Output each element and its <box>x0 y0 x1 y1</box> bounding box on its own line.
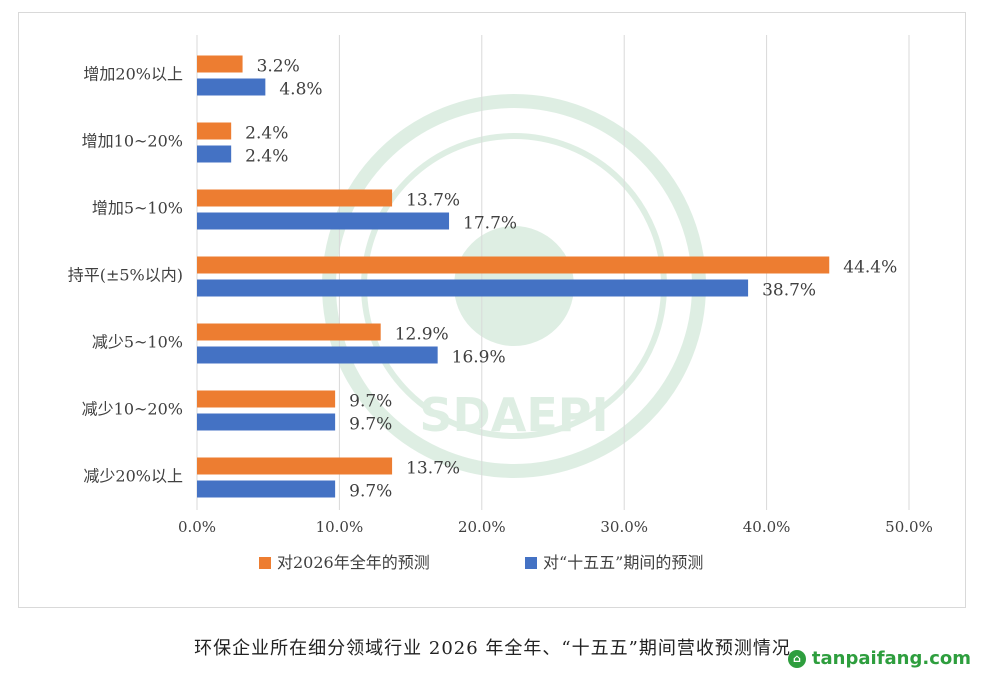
bar <box>197 457 393 475</box>
x-tick-label: 20.0% <box>458 518 506 536</box>
data-label: 13.7% <box>406 191 460 211</box>
bar <box>197 145 232 163</box>
x-tick-label: 0.0% <box>178 518 216 536</box>
x-tick-label: 10.0% <box>316 518 364 536</box>
x-tick-label: 40.0% <box>743 518 791 536</box>
category-label: 减少20%以上 <box>83 467 183 486</box>
bar <box>197 189 393 207</box>
x-tick-label: 50.0% <box>885 518 933 536</box>
data-label: 9.7% <box>349 482 392 502</box>
chart-frame: SDAEPI 0.0% 10.0% 20.0% 30.0% 40.0% 50.0% 增加20… <box>18 12 966 608</box>
bar <box>197 480 336 498</box>
bar <box>197 323 381 341</box>
figure-caption: 环保企业所在细分领域行业 2026 年全年、“十五五”期间营收预测情况 <box>194 638 791 659</box>
data-label: 4.8% <box>279 80 322 100</box>
bar <box>197 346 438 364</box>
category-label: 增加10~20% <box>82 132 183 151</box>
x-tick-label: 30.0% <box>600 518 648 536</box>
data-label: 38.7% <box>762 281 816 301</box>
leaf-icon: ⌂ <box>787 649 806 668</box>
category-label: 持平(±5%以内) <box>68 266 183 285</box>
bar <box>197 413 336 431</box>
site-name: tanpaifang.com <box>811 648 971 669</box>
legend-label: 对“十五五”期间的预测 <box>543 553 703 572</box>
data-label: 16.9% <box>452 348 506 368</box>
category-label: 增加5~10% <box>92 199 183 218</box>
category-label: 增加20%以上 <box>83 65 183 84</box>
bar <box>197 390 336 408</box>
category-label: 减少10~20% <box>82 400 183 419</box>
legend-label: 对2026年全年的预测 <box>277 553 430 572</box>
category-label: 减少5~10% <box>92 333 183 352</box>
data-label: 2.4% <box>245 124 288 144</box>
data-label: 13.7% <box>406 459 460 479</box>
data-label: 44.4% <box>843 258 897 278</box>
data-label: 12.9% <box>395 325 449 345</box>
legend-swatch <box>525 557 537 569</box>
data-label: 3.2% <box>257 57 300 77</box>
association-seal-watermark: SDAEPI <box>322 94 706 478</box>
data-label: 17.7% <box>463 214 517 234</box>
bar <box>197 55 243 73</box>
bar <box>197 78 266 96</box>
data-label: 2.4% <box>245 147 288 167</box>
legend-swatch <box>259 557 271 569</box>
data-label: 9.7% <box>349 415 392 435</box>
bar <box>197 122 232 140</box>
bar <box>197 279 749 297</box>
data-label: 9.7% <box>349 392 392 412</box>
bar-chart: 0.0% 10.0% 20.0% 30.0% 40.0% 50.0% 增加20%以上 3.2%… <box>68 35 933 572</box>
seal-text: SDAEPI <box>419 388 608 442</box>
bar <box>197 256 830 274</box>
site-watermark: ⌂ tanpaifang.com <box>787 648 971 669</box>
bar <box>197 212 450 230</box>
